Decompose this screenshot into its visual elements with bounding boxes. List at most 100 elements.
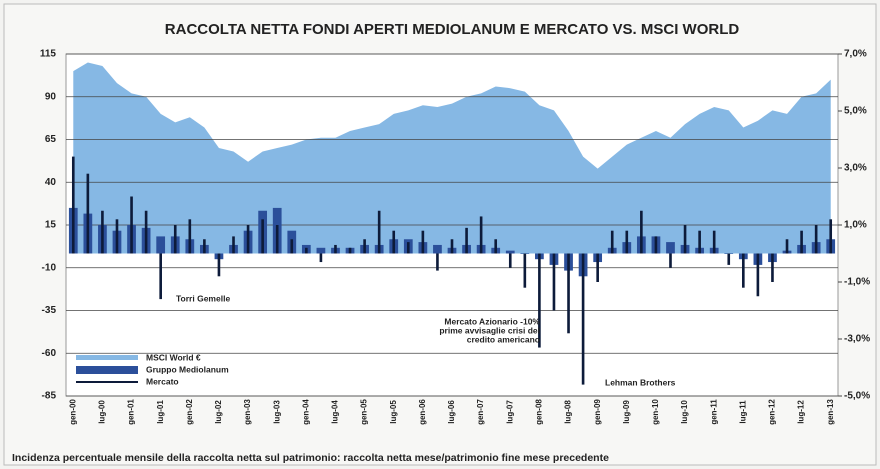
annotation: prime avvisaglie crisi del: [439, 325, 540, 335]
bar: [115, 219, 119, 254]
y-tick-label: 115: [40, 49, 57, 60]
bar: [494, 239, 498, 254]
bar: [334, 244, 337, 254]
chart-title: RACCOLTA NETTA FONDI APERTI MEDIOLANUM E…: [165, 21, 740, 38]
y2-tick-label: 3,0%: [844, 163, 867, 174]
y-tick-label: 15: [45, 220, 57, 231]
y2-tick-label: 5,0%: [844, 106, 867, 117]
bar: [669, 253, 672, 268]
bar: [742, 253, 745, 288]
bar: [712, 230, 716, 254]
bar: [436, 253, 439, 271]
bar: [508, 253, 512, 268]
legend-swatch: [76, 366, 138, 374]
x-tick-label: lug-10: [680, 400, 689, 424]
bar: [567, 253, 570, 334]
x-tick-label: lug-00: [98, 400, 107, 424]
y-tick-label: -85: [42, 391, 57, 402]
x-tick-label: gen-08: [535, 399, 544, 425]
bar: [290, 239, 294, 254]
x-tick-label: lug-01: [156, 400, 165, 424]
bar: [203, 239, 206, 254]
bar: [800, 230, 803, 254]
bar: [814, 225, 818, 254]
x-tick-label: gen-03: [243, 399, 252, 425]
x-tick-label: gen-09: [593, 399, 602, 425]
annotation: Torri Gemelle: [176, 293, 230, 303]
bar: [188, 219, 192, 254]
bar: [610, 230, 614, 254]
y-tick-label: 40: [45, 177, 57, 188]
bar: [232, 236, 235, 254]
x-tick-label: gen-00: [68, 399, 77, 425]
bar: [433, 244, 442, 254]
x-tick-label: lug-02: [214, 400, 223, 424]
bar: [465, 227, 468, 254]
x-tick-label: gen-05: [360, 399, 369, 425]
footnote: Incidenza percentuale mensile della racc…: [12, 452, 609, 464]
bar: [581, 253, 585, 385]
y2-tick-label: 7,0%: [844, 49, 867, 60]
x-tick-label: lug-11: [738, 400, 747, 424]
legend-swatch: [76, 355, 138, 360]
bar: [217, 253, 221, 277]
bar: [392, 230, 396, 254]
bar: [377, 210, 381, 254]
bar: [71, 156, 75, 254]
area: [73, 62, 831, 254]
bar: [683, 225, 687, 254]
bar: [785, 239, 789, 254]
legend-label: MSCI World €: [146, 352, 201, 362]
legend-label: Mercato: [146, 376, 179, 386]
x-tick-label: lug-07: [505, 400, 514, 424]
annotation: credito americano: [467, 334, 540, 344]
x-tick-label: gen-12: [768, 399, 777, 425]
y-tick-label: 90: [45, 91, 57, 102]
x-tick-label: gen-06: [418, 399, 427, 425]
x-tick-label: gen-10: [651, 399, 660, 425]
bar: [144, 210, 148, 254]
x-tick-label: gen-01: [127, 399, 136, 425]
bar: [479, 216, 483, 254]
bar: [654, 236, 658, 254]
x-tick-label: lug-05: [389, 400, 398, 424]
bar: [756, 253, 760, 297]
bar: [130, 196, 133, 254]
y2-tick-label: -5,0%: [844, 391, 870, 402]
x-tick-label: lug-09: [622, 400, 631, 424]
bar: [523, 253, 527, 288]
x-tick-label: gen-07: [476, 399, 485, 425]
legend-label: Gruppo Mediolanum: [146, 364, 229, 374]
bar: [552, 253, 556, 311]
bar: [86, 173, 90, 254]
bar: [640, 210, 643, 254]
x-tick-label: lug-03: [272, 400, 281, 424]
bar: [316, 247, 326, 254]
bar: [625, 230, 629, 254]
x-tick-label: lug-08: [564, 400, 573, 424]
annotation: Mercato Azionario -10%: [444, 316, 540, 326]
bar: [450, 239, 454, 254]
bar: [101, 210, 104, 254]
y2-tick-label: -1,0%: [844, 277, 870, 288]
bar: [173, 225, 177, 254]
bar: [319, 253, 323, 263]
x-tick-label: lug-12: [797, 400, 806, 424]
x-tick-label: lug-04: [331, 400, 340, 424]
y-tick-label: -60: [42, 348, 57, 359]
bar: [666, 242, 675, 254]
bar: [246, 225, 250, 254]
bar: [829, 219, 833, 254]
bar: [771, 253, 774, 282]
bar: [348, 247, 352, 254]
x-tick-label: gen-11: [709, 399, 718, 425]
bar: [363, 239, 366, 254]
bar: [261, 219, 264, 254]
bar: [505, 250, 515, 254]
bar: [406, 242, 410, 254]
bar: [421, 230, 425, 254]
x-tick-label: gen-02: [185, 399, 194, 425]
x-tick-label: gen-04: [301, 399, 310, 425]
bar: [727, 253, 731, 265]
